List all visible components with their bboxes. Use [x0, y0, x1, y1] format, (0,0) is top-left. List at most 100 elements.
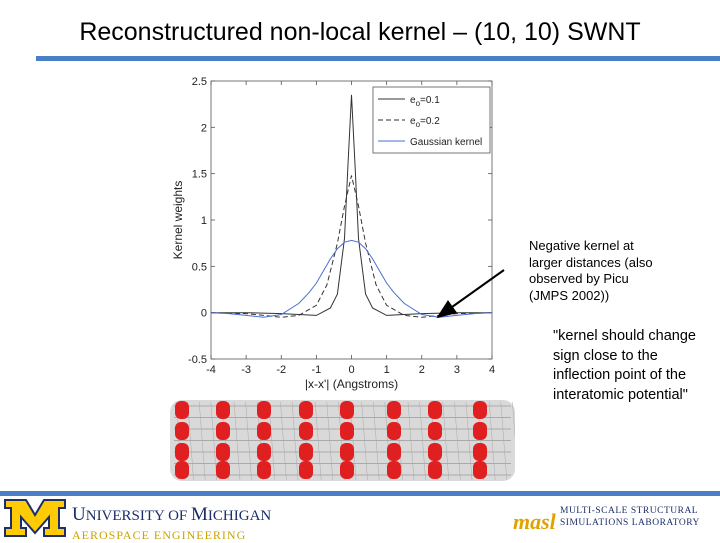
legend-label-1: eo=0.1 — [410, 95, 440, 108]
tube-atom-cluster — [299, 461, 313, 479]
tube-atom-cluster — [216, 461, 230, 479]
tube-atom-cluster — [340, 401, 354, 419]
x-tick-label: 3 — [454, 364, 460, 376]
tube-atom-cluster — [428, 401, 442, 419]
annotation-line: sign close to the — [553, 347, 658, 364]
slide-title: Reconstructured non-local kernel – (10, … — [79, 18, 641, 46]
tube-atom-cluster — [428, 443, 442, 461]
series-line-2 — [210, 175, 493, 318]
tube-atom-cluster — [473, 422, 487, 440]
annotation-line: interatomic potential" — [553, 386, 688, 403]
tube-bond-diagonal — [314, 401, 322, 481]
department-name: AEROSPACE ENGINEERING — [72, 528, 247, 542]
kernel-chart: -4 -3 -2 -1 0 1 2 3 4 -0.5 0 0.5 1 1.5 2 2.5 |x-x'| (Ang… — [171, 76, 495, 391]
annotation-negative-kernel: Negative kernel at larger distances (als… — [529, 238, 699, 304]
annotation-line: (JMPS 2002)) — [529, 287, 610, 303]
legend-label-3: Gaussian kernel — [410, 137, 482, 148]
tube-atom-cluster — [387, 443, 401, 461]
y-tick-label: 1 — [201, 215, 207, 227]
tube-atom-cluster — [257, 443, 271, 461]
x-tick-label: 4 — [489, 364, 495, 376]
tube-bond-diagonal — [419, 401, 426, 481]
tube-atom-cluster — [428, 422, 442, 440]
tube-bond-diagonal — [407, 401, 415, 481]
y-tick-label: 2 — [201, 122, 207, 134]
tube-bond-diagonal — [488, 401, 496, 481]
tube-atom-cluster — [175, 401, 189, 419]
tube-atom-cluster — [216, 443, 230, 461]
tube-atom-cluster — [387, 461, 401, 479]
title-divider — [36, 56, 720, 61]
x-tick-label: -1 — [311, 364, 321, 376]
tube-atom-cluster — [216, 422, 230, 440]
tube-bond-diagonal — [442, 401, 450, 481]
tube-atom-cluster — [299, 443, 313, 461]
um-initial-2: M — [191, 504, 208, 525]
tube-bond-diagonal — [465, 401, 473, 481]
annotation-line: Negative kernel at — [529, 238, 634, 253]
lab-name: MULTI-SCALE STRUCTURAL SIMULATIONS LABOR… — [560, 505, 700, 529]
university-block-m-logo — [4, 499, 66, 537]
tube-atom-cluster — [428, 461, 442, 479]
y-tick-label: 0 — [201, 308, 207, 320]
y-tick-label: 0.5 — [192, 261, 207, 273]
legend-label-2: eo=0.2 — [410, 116, 440, 129]
tube-bond-diagonal — [326, 401, 334, 481]
tube-bond-diagonal — [454, 401, 461, 481]
tube-bond-diagonal — [245, 401, 252, 481]
um-text-1: NIVERSITY OF — [85, 508, 192, 524]
tube-atom-cluster — [299, 401, 313, 419]
annotation-line: larger distances (also — [529, 254, 653, 270]
tube-bond-diagonal — [291, 401, 299, 481]
tube-bond-diagonal — [372, 401, 380, 481]
series-line-1 — [211, 94, 492, 316]
x-tick-label: 1 — [384, 364, 390, 376]
um-text-2: ICHIGAN — [207, 508, 272, 524]
tube-atom-cluster — [340, 461, 354, 479]
tube-atom-cluster — [387, 401, 401, 419]
university-name: UNIVERSITY OF MICHIGAN AEROSPACE ENGINEE… — [72, 504, 271, 543]
tube-atom-cluster — [257, 461, 271, 479]
tube-atom-cluster — [340, 422, 354, 440]
annotation-line: inflection point of the — [553, 367, 687, 383]
nanotube-illustration — [170, 400, 515, 481]
tube-bond-diagonal — [512, 401, 515, 440]
tube-atom-cluster — [216, 401, 230, 419]
tube-bond-diagonal — [500, 401, 508, 481]
y-axis-label: Kernel weights — [171, 181, 185, 260]
tube-atom-cluster — [473, 461, 487, 479]
tube-atom-cluster — [175, 461, 189, 479]
legend-box — [372, 86, 491, 154]
tube-bond-diagonal — [233, 401, 241, 481]
x-tick-label: -4 — [206, 364, 216, 376]
tube-atom-cluster — [175, 443, 189, 461]
lab-name-line: SIMULATIONS LABORATORY — [560, 518, 700, 528]
lab-logo: masl — [513, 509, 556, 534]
tube-bond-diagonal — [198, 401, 206, 481]
footer-divider — [0, 491, 720, 496]
x-tick-label: 2 — [419, 364, 425, 376]
x-tick-label: -2 — [276, 364, 286, 376]
annotation-line: "kernel should change — [553, 328, 696, 344]
tube-bond-diagonal — [361, 401, 368, 481]
annotation-quote: "kernel should change sign close to the … — [553, 327, 718, 405]
lab-name-line: MULTI-SCALE STRUCTURAL — [560, 506, 699, 516]
y-tick-label: 1.5 — [192, 169, 207, 181]
um-initial: U — [72, 504, 86, 525]
tube-atom-cluster — [387, 422, 401, 440]
tube-atom-cluster — [299, 422, 313, 440]
tube-atom-cluster — [340, 443, 354, 461]
x-tick-label: 0 — [348, 364, 354, 376]
tube-atom-cluster — [257, 422, 271, 440]
tube-bond-diagonal — [210, 401, 218, 481]
x-tick-label: -3 — [241, 364, 251, 376]
tube-atom-cluster — [257, 401, 271, 419]
tube-bond-diagonal — [280, 401, 287, 481]
tube-atom-cluster — [473, 401, 487, 419]
tube-atom-cluster — [473, 443, 487, 461]
x-axis-label: |x-x'| (Angstroms) — [305, 377, 398, 391]
series-line-3 — [210, 239, 493, 318]
annotation-line: observed by Picu — [529, 271, 629, 286]
y-tick-label: 2.5 — [192, 76, 207, 88]
tube-atom-cluster — [175, 422, 189, 440]
